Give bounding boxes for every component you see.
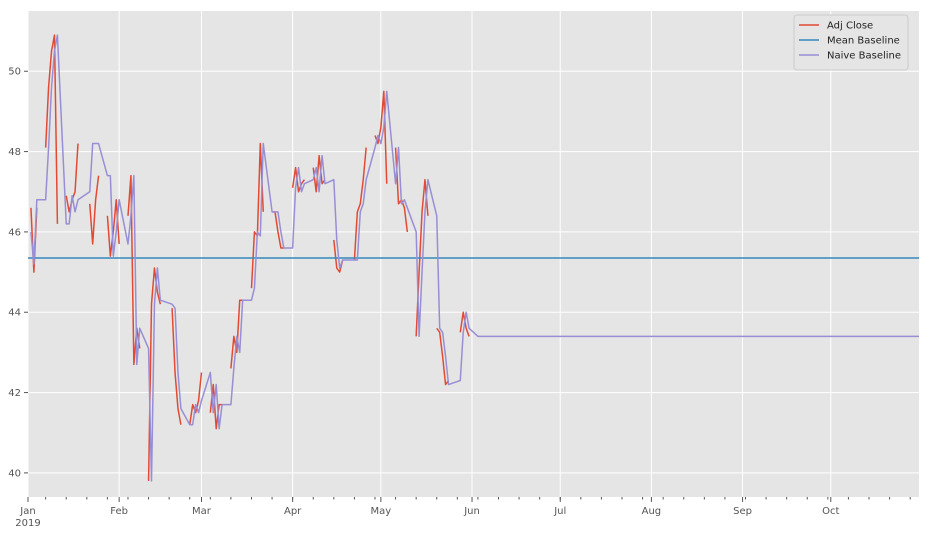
x-tick-sublabel: 2019 (15, 518, 40, 529)
series-line-segment (44, 34, 59, 224)
y-tick-label: 50 (8, 67, 21, 78)
series-line-segment (89, 175, 100, 245)
x-tick-label: Jul (553, 506, 566, 517)
y-tick-label: 48 (8, 147, 21, 158)
series-line-segment (147, 267, 162, 481)
legend-label: Naive Baseline (827, 51, 901, 62)
legend-label: Mean Baseline (827, 36, 900, 47)
x-tick-label: Mar (192, 506, 212, 517)
series-line-segment (353, 147, 367, 261)
series-line-segment (188, 372, 203, 425)
series-line-segment (436, 327, 450, 386)
x-tick-label: Aug (642, 506, 662, 517)
x-tick-label: May (371, 506, 392, 517)
series-line-segment (30, 34, 919, 482)
plot-area (28, 11, 919, 497)
x-tick-label: Oct (822, 506, 839, 517)
y-tick-label: 46 (8, 227, 21, 238)
series-layer (28, 34, 919, 482)
y-tick-label: 40 (8, 468, 21, 479)
legend-box (793, 14, 909, 71)
series-line-segment (312, 154, 326, 193)
x-tick-label: Apr (284, 506, 302, 517)
series-line-segment (171, 308, 182, 425)
legend: Adj Close Mean Baseline Naive Baseline (793, 14, 909, 71)
x-tick-label: Sep (733, 506, 752, 517)
x-tick-label: Jan (19, 506, 35, 517)
legend-label: Adj Close (827, 21, 873, 32)
x-tick-label: Feb (110, 506, 128, 517)
y-tick-label: 44 (8, 308, 21, 319)
grid-lines (27, 11, 919, 497)
series-line-segment (291, 166, 306, 193)
series-line-segment (230, 299, 243, 369)
x-tick-label: Jun (463, 506, 480, 517)
y-tick-label: 42 (8, 388, 21, 399)
series-line-segment (127, 174, 141, 366)
series-adj-close (30, 34, 470, 481)
series-naive-baseline (30, 34, 919, 482)
